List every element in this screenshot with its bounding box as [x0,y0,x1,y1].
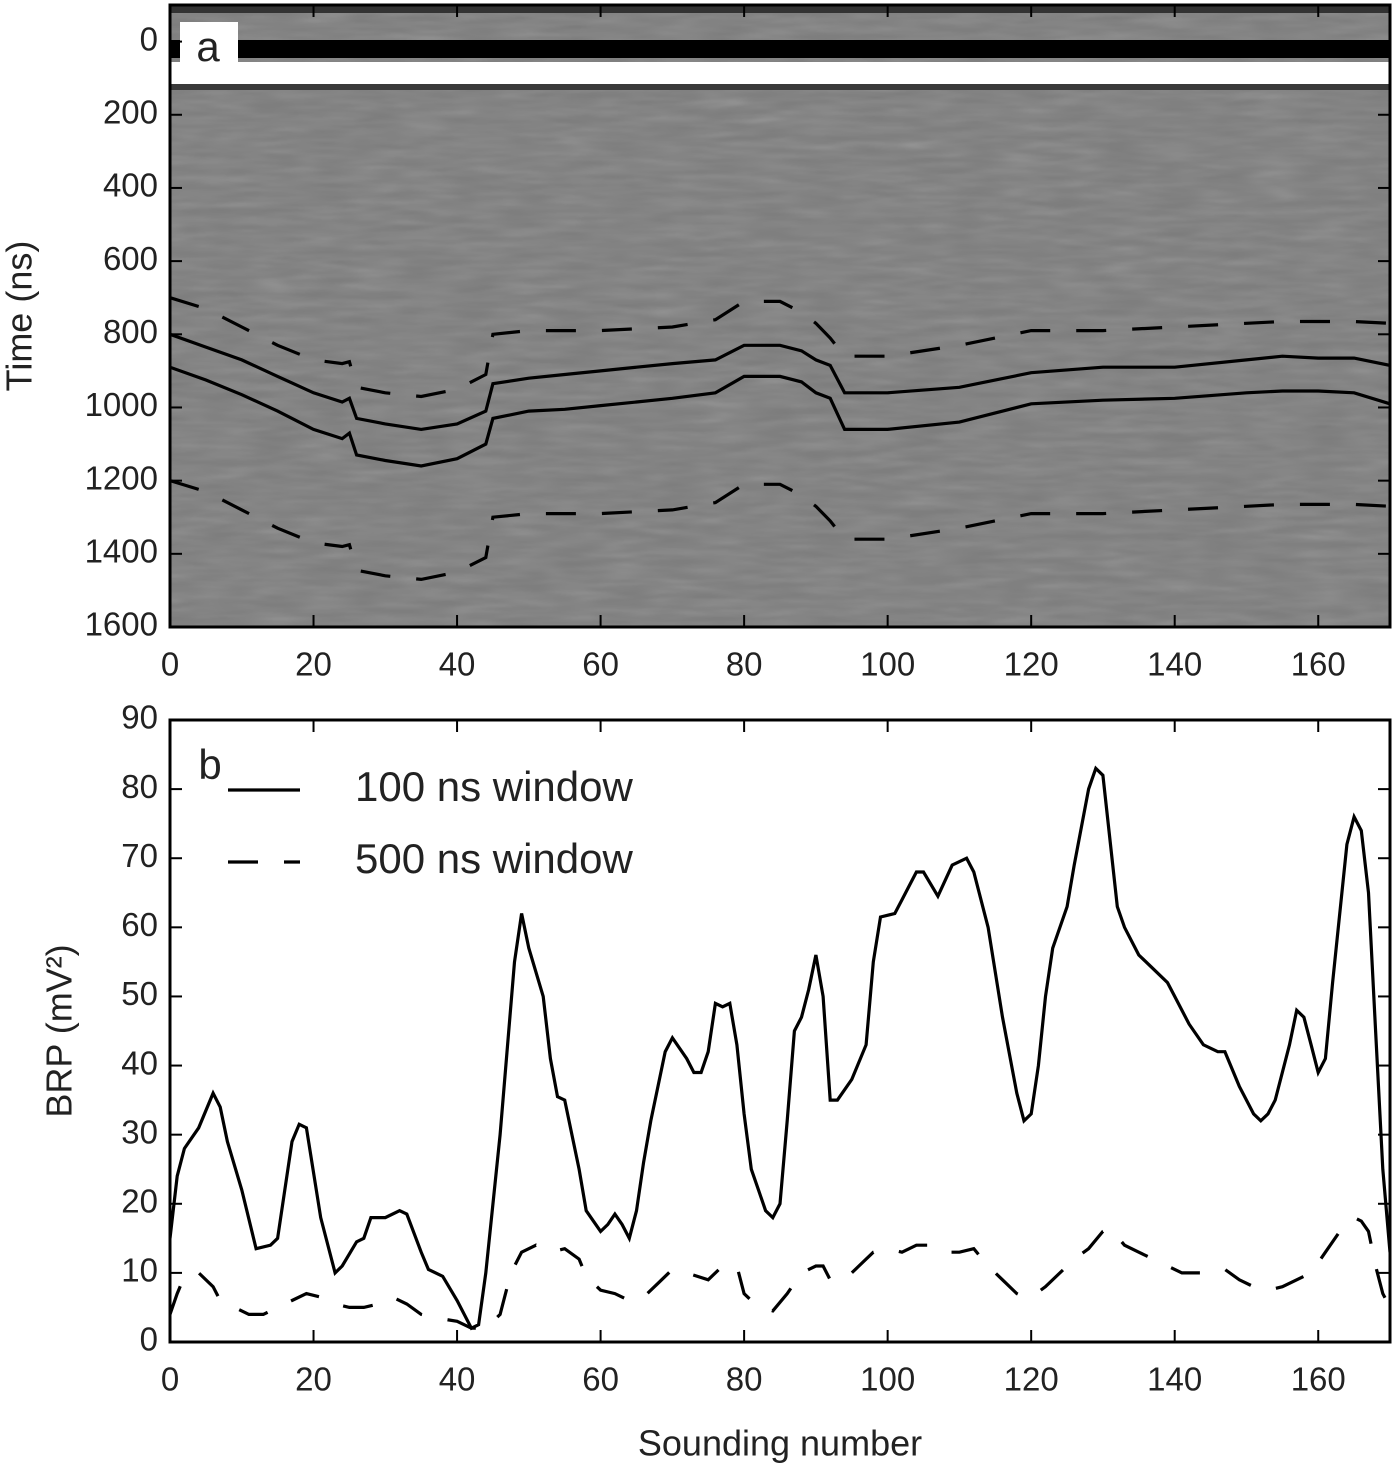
radargram [170,5,1390,627]
x-axis-label: Sounding number [638,1423,922,1464]
data-line [170,479,1390,582]
direct-wave-bright [170,62,1390,84]
plot-frame [168,3,1392,629]
y-tick-label: 80 [121,768,158,805]
x-tick-label: 20 [295,646,332,683]
data-line [170,332,1390,432]
x-tick-label: 100 [860,1361,915,1398]
x-tick-label: 0 [161,1361,179,1398]
x-tick-label: 140 [1147,646,1202,683]
y-tick-label: 1000 [85,386,158,423]
y-tick-label: 1400 [85,533,158,570]
x-tick-label: 20 [295,1361,332,1398]
y-tick-label: 800 [103,313,158,350]
y-axis-label: BRP (mV²) [39,944,80,1117]
y-tick-label: 90 [121,699,158,736]
x-tick-label: 80 [726,646,763,683]
y-axis-label: Time (ns) [0,241,40,392]
y-tick-label: 1600 [85,606,158,643]
y-tick-label: 600 [103,240,158,277]
radargram-texture [170,5,1390,627]
x-tick-label: 0 [161,646,179,683]
y-tick-label: 200 [103,93,158,130]
panel-label-box [180,22,238,74]
y-tick-label: 1200 [85,459,158,496]
y-tick-label: 60 [121,906,158,943]
panel-label: a [196,23,220,70]
x-tick-label: 60 [582,1361,619,1398]
direct-wave-dark [170,40,1390,58]
legend-label: 500 ns window [355,835,634,882]
x-tick-label: 120 [1004,646,1059,683]
y-tick-label: 10 [121,1252,158,1289]
panel-label: b [198,741,221,788]
legend-label: 100 ns window [355,763,634,810]
x-tick-label: 140 [1147,1361,1202,1398]
data-line [170,765,1390,1331]
plot-frame [168,718,1392,1344]
y-tick-label: 70 [121,837,158,874]
data-line [170,365,1390,468]
x-tick-label: 80 [726,1361,763,1398]
data-line [170,296,1390,399]
y-tick-label: 400 [103,167,158,204]
x-tick-label: 60 [582,646,619,683]
y-tick-label: 30 [121,1113,158,1150]
x-tick-label: 160 [1291,1361,1346,1398]
top-band [170,5,1390,13]
x-tick-label: 120 [1004,1361,1059,1398]
x-tick-label: 40 [439,1361,476,1398]
y-tick-label: 20 [121,1182,158,1219]
data-line [170,1215,1390,1330]
x-tick-label: 160 [1291,646,1346,683]
y-tick-label: 40 [121,1044,158,1081]
x-tick-label: 40 [439,646,476,683]
y-tick-label: 50 [121,975,158,1012]
y-tick-label: 0 [140,20,158,57]
x-tick-label: 100 [860,646,915,683]
direct-wave-tail [170,84,1390,90]
y-tick-label: 0 [140,1321,158,1358]
